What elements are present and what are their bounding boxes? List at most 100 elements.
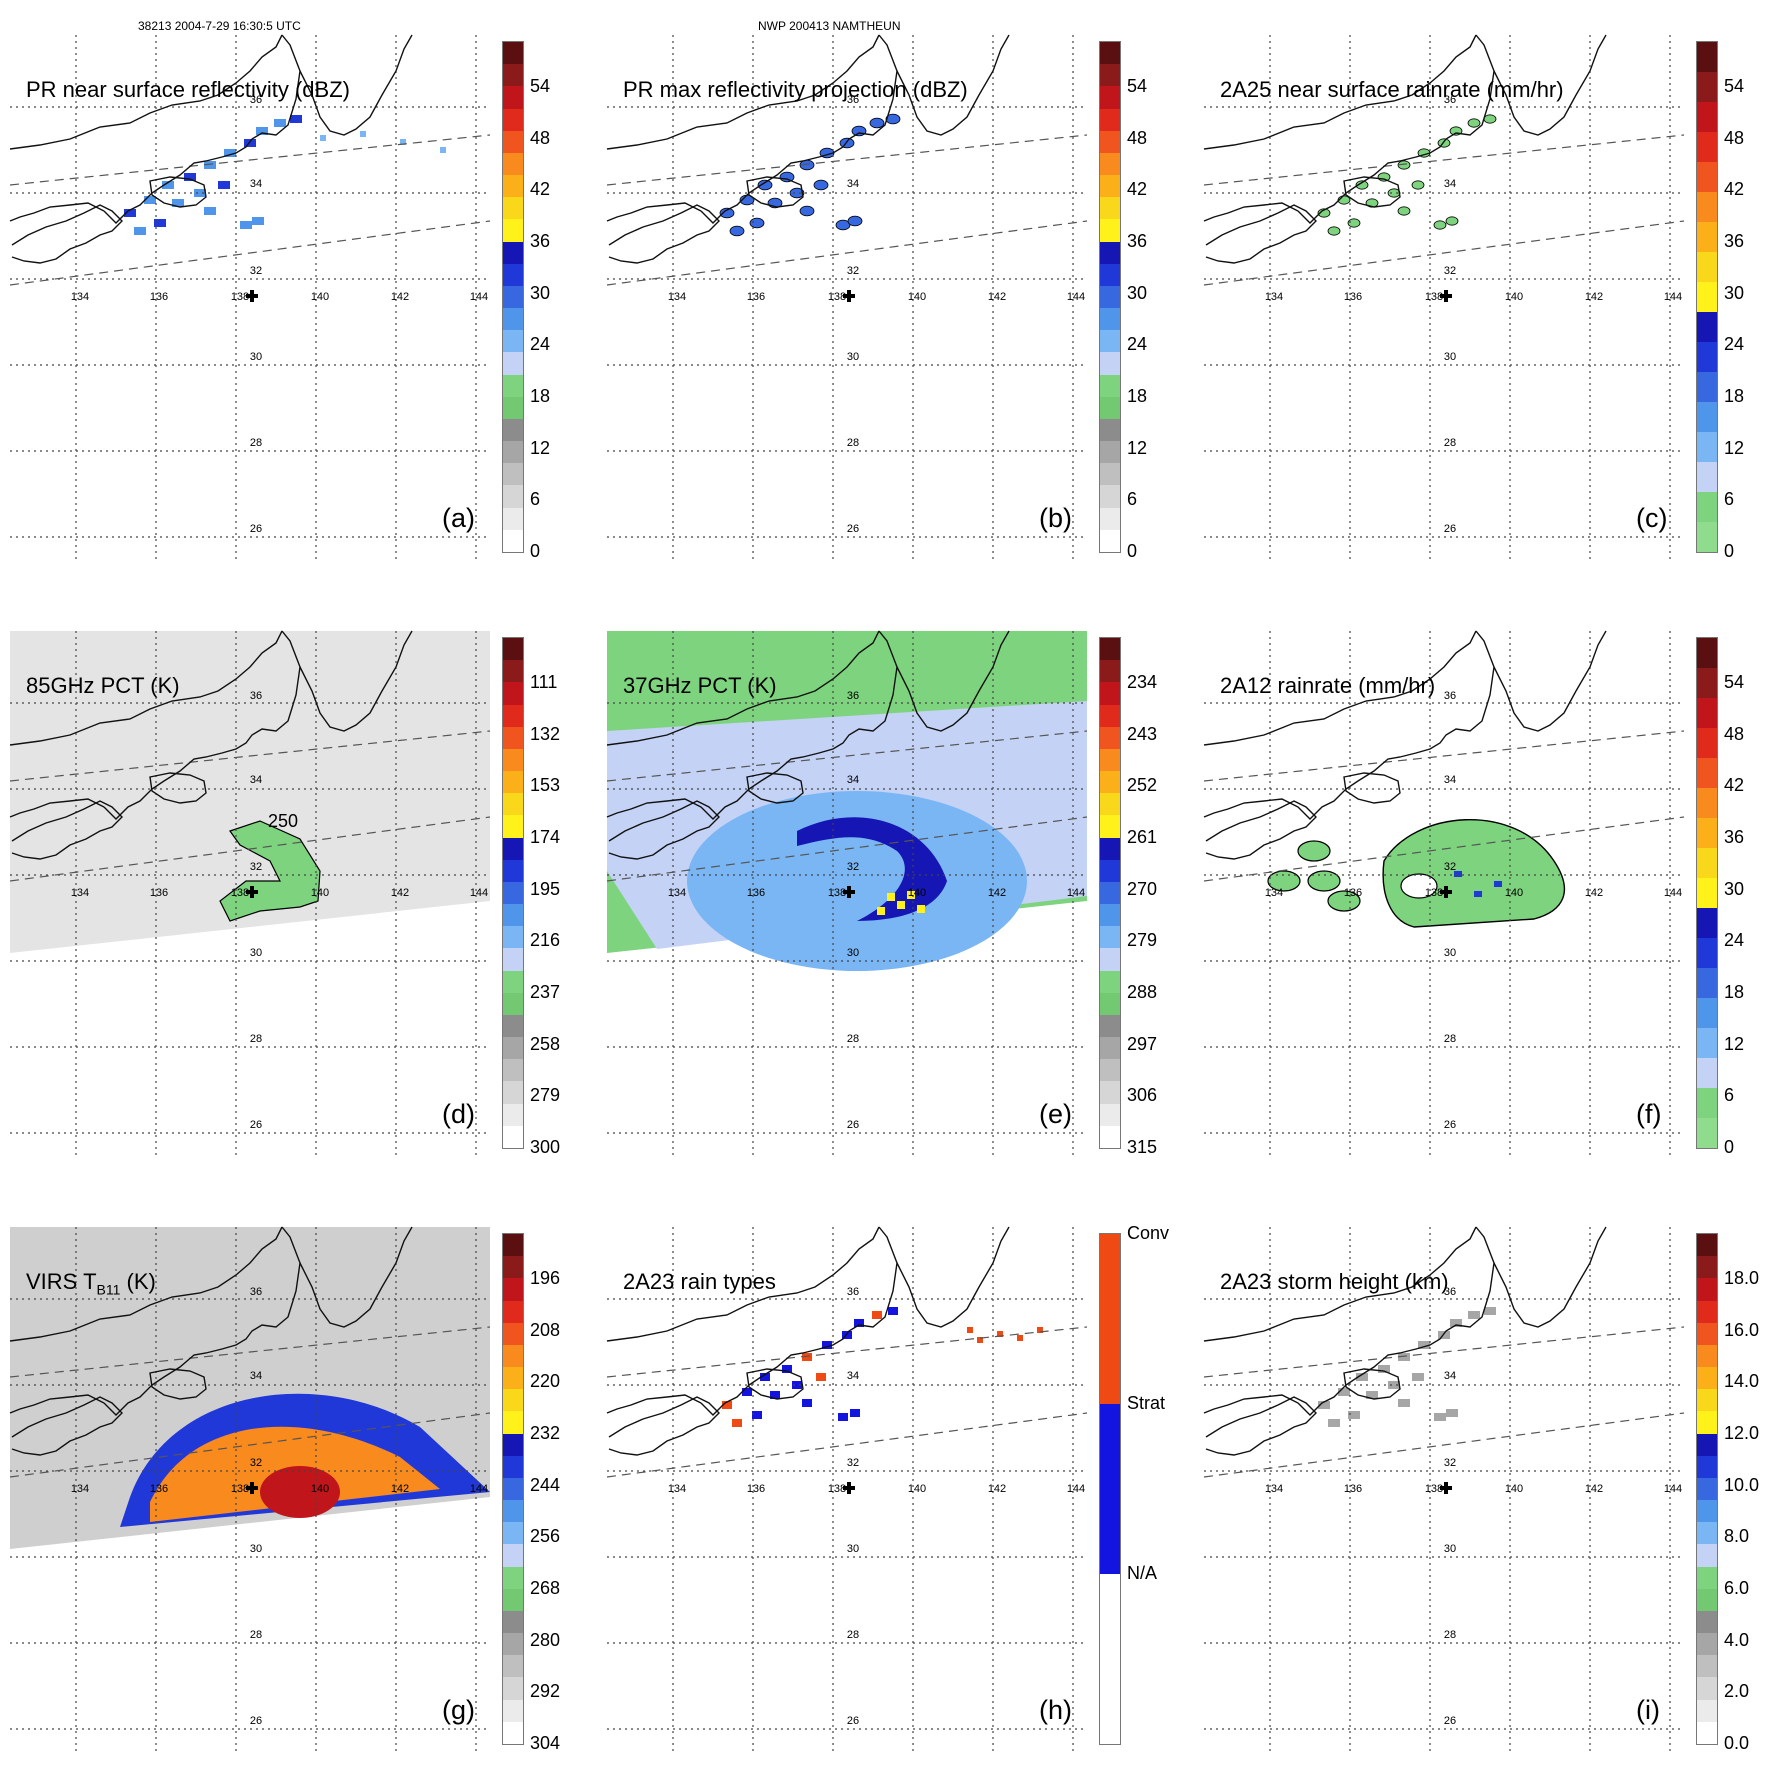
colorbar-tick-label: 48 xyxy=(1724,127,1745,148)
rain-type-echo xyxy=(770,1391,780,1399)
panel-title: 2A23 storm height (km) xyxy=(1220,1269,1449,1295)
colorbar-tick-label: 36 xyxy=(530,231,551,251)
colorbar xyxy=(1099,1233,1121,1745)
coastline xyxy=(608,204,720,264)
colorbar-tick-label: 243 xyxy=(1127,723,1158,744)
colorbar-tick-label: 258 xyxy=(530,1033,561,1054)
colorbar-swatch xyxy=(503,1389,523,1412)
storm-center-icon xyxy=(1440,290,1452,302)
colorbar-swatch xyxy=(1697,698,1717,728)
colorbar-swatch xyxy=(1100,748,1120,772)
colorbar-swatch xyxy=(503,130,523,153)
colorbar-tick-label: 6 xyxy=(1127,489,1138,510)
rain-echo xyxy=(184,173,196,181)
colorbar-swatch xyxy=(503,86,523,109)
rain-echo xyxy=(172,199,184,207)
colorbar-swatch xyxy=(503,485,523,508)
coastline xyxy=(606,1226,898,1416)
storm-header: NWP 200413 NAMTHEUN xyxy=(758,19,901,33)
colorbar-tick-label: 18 xyxy=(1724,386,1745,406)
colorbar-swatch xyxy=(503,152,523,176)
panel-label: (e) xyxy=(1039,1099,1072,1129)
longitude-label: 142 xyxy=(988,291,1006,303)
colorbar-swatch xyxy=(503,418,523,442)
swath-edge-north xyxy=(9,730,491,782)
colorbar-tick-label: 12 xyxy=(530,437,551,458)
panel-label: (h) xyxy=(1039,1695,1072,1725)
colorbar-swatch xyxy=(1100,704,1120,727)
colorbar-swatch xyxy=(503,241,523,264)
colorbar xyxy=(502,637,524,1149)
storm-center-icon xyxy=(843,1482,855,1494)
rain-type-echo xyxy=(977,1337,983,1343)
colorbar-swatch xyxy=(1100,726,1120,749)
latitude-label: 28 xyxy=(1444,1629,1456,1641)
colorbar-swatch xyxy=(1697,1058,1717,1088)
longitude-label: 138 xyxy=(828,1483,846,1495)
colorbar-swatch xyxy=(503,1699,523,1722)
colorbar xyxy=(502,41,524,553)
colorbar-swatch xyxy=(503,1411,523,1434)
rain-echo xyxy=(1355,180,1369,190)
colorbar-tick-label: 36 xyxy=(1724,231,1745,251)
colorbar-swatch xyxy=(503,263,523,286)
storm-center-icon xyxy=(246,1482,258,1494)
longitude-label: 140 xyxy=(908,1483,926,1495)
colorbar-tick-label: 300 xyxy=(530,1137,561,1157)
storm-height-echo xyxy=(1412,1373,1424,1381)
colorbar-swatch xyxy=(503,1278,523,1301)
coastline xyxy=(1205,800,1317,860)
rain-echo xyxy=(869,117,885,129)
rain-echo xyxy=(194,189,206,197)
latitude-label: 30 xyxy=(847,1543,859,1555)
colorbar-swatch xyxy=(1697,1588,1717,1611)
rain-type-echo xyxy=(802,1353,812,1361)
colorbar-swatch xyxy=(1697,342,1717,372)
colorbar-tick-label: 8.0 xyxy=(1724,1526,1750,1547)
longitude-label: 144 xyxy=(1664,887,1682,899)
colorbar-swatch xyxy=(503,507,523,530)
coastline xyxy=(299,1226,413,1328)
latitude-label: 26 xyxy=(250,523,262,535)
colorbar-swatch xyxy=(1697,848,1717,878)
rain-echo xyxy=(204,207,216,215)
rain-echo xyxy=(256,127,268,135)
colorbar-tick-label: Conv xyxy=(1127,1223,1170,1243)
panel-label: (b) xyxy=(1039,503,1072,533)
latitude-label: 28 xyxy=(847,1033,859,1045)
longitude-label: 136 xyxy=(1344,887,1362,899)
colorbar-tick-label: 216 xyxy=(530,930,561,951)
map-e: 134 136 138 140 142 144 36 34 32 30 28 26 xyxy=(606,630,1088,1156)
longitude-label: 140 xyxy=(311,291,329,303)
rain-echo xyxy=(779,171,795,183)
map-a: 134 136 138 140 142 144 36 34 32 30 28 26 xyxy=(9,34,491,560)
colorbar-swatch xyxy=(503,638,523,661)
latitude-label: 28 xyxy=(250,1629,262,1641)
panel-i: 134 136 138 140 142 144 36 34 32 30 28 26 2A23 storm… xyxy=(1194,1226,1771,1787)
coastline xyxy=(608,800,720,860)
coastline xyxy=(11,1396,123,1456)
colorbar-tick-label: 18 xyxy=(1127,386,1148,406)
swath-background xyxy=(10,631,490,953)
colorbar-swatch xyxy=(503,904,523,927)
colorbar-swatch xyxy=(1100,130,1120,153)
colorbar-swatch xyxy=(1697,432,1717,462)
swath-edge-south xyxy=(9,1412,491,1478)
coastline xyxy=(896,630,1010,732)
colorbar-tick-label: 48 xyxy=(1127,127,1148,148)
longitude-label: 138 xyxy=(231,1483,249,1495)
latitude-label: 34 xyxy=(250,178,262,190)
swath-edge-north xyxy=(606,730,1088,782)
colorbar-tick-label: 12 xyxy=(1724,437,1745,458)
colorbar xyxy=(1099,41,1121,553)
colorbar-tick-label: 256 xyxy=(530,1526,561,1547)
colorbar-tick-label: 12.0 xyxy=(1724,1423,1760,1443)
coastline xyxy=(1203,34,1495,224)
colorbar-swatch xyxy=(1697,668,1717,698)
rain-echo xyxy=(799,205,815,217)
latitude-label: 32 xyxy=(250,1457,262,1469)
colorbar-swatch xyxy=(503,1014,523,1038)
colorbar-swatch xyxy=(503,441,523,464)
rain-type-echo xyxy=(732,1419,742,1427)
colorbar-swatch xyxy=(1100,219,1120,242)
